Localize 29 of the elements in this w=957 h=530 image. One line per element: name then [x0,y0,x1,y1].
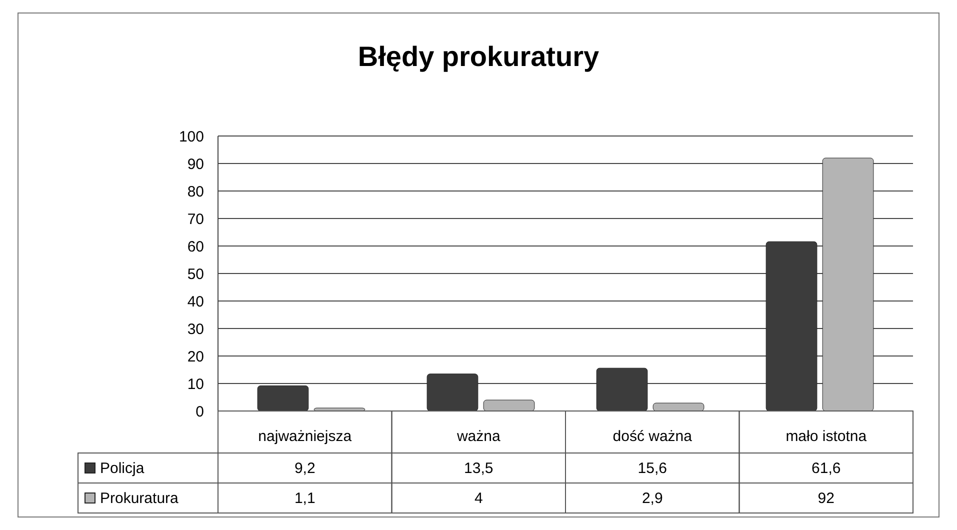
y-tick-label: 90 [187,156,204,173]
bar [652,402,704,412]
y-tick-label: 40 [187,293,204,310]
data-label: 15,6 [638,460,667,477]
x-tick-label: najważniejsza [258,428,352,445]
y-tick-label: 30 [187,320,204,338]
data-label: 13,5 [464,460,494,477]
y-tick-label: 20 [187,348,204,366]
x-tick-label: mało istotna [786,428,868,445]
bar [483,400,535,412]
legend-label: Policja [100,460,145,477]
y-tick-label: 10 [187,376,204,393]
y-tick-label: 50 [187,266,204,283]
legend-label: Prokuratura [100,490,180,507]
data-label: 9,2 [294,460,316,477]
y-tick-label: 60 [187,238,204,256]
x-tick-label: ważna [456,428,501,445]
y-tick-label: 0 [196,403,204,420]
data-label: 92 [818,490,834,507]
y-tick-label: 70 [187,210,204,228]
x-tick-label: dość ważna [612,428,693,445]
data-label: 61,6 [812,460,841,477]
chart-title: Błędy prokuratury [358,41,600,72]
data-label: 4 [474,490,483,507]
y-tick-label: 80 [187,183,204,200]
data-label: 2,9 [642,490,663,507]
bar [822,158,874,412]
y-tick-label: 100 [178,128,204,146]
data-label: 1,1 [294,490,316,507]
